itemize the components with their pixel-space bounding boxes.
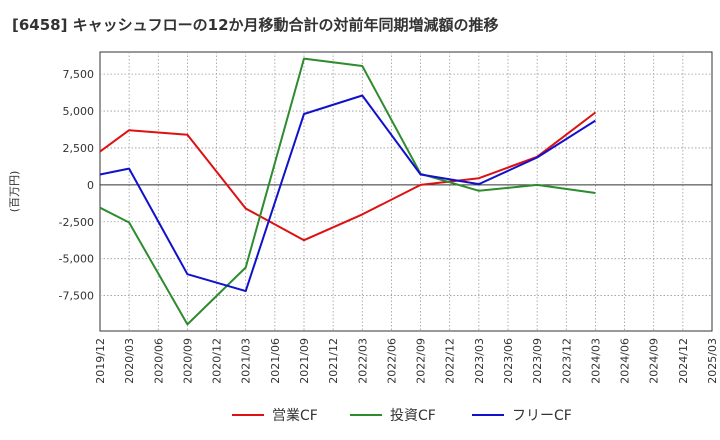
y-tick-label: -5,000 xyxy=(59,253,94,266)
x-tick-label: 2025/03 xyxy=(706,338,719,384)
series-line xyxy=(99,94,596,293)
x-tick-label: 2022/09 xyxy=(415,338,428,384)
x-tick-label: 2022/06 xyxy=(385,338,398,384)
legend: 営業CF 投資CF フリーCF xyxy=(232,408,572,424)
x-tick-label: 2020/03 xyxy=(123,338,136,384)
x-tick-label: 2021/12 xyxy=(327,338,340,384)
series-line xyxy=(99,111,597,242)
x-tick-label: 2020/12 xyxy=(211,338,224,384)
x-tick-label: 2023/12 xyxy=(560,338,573,384)
x-tick-label: 2022/03 xyxy=(356,338,369,384)
series-lines xyxy=(99,57,597,326)
series-line xyxy=(99,57,596,326)
grid xyxy=(100,52,712,331)
x-tick-label: 2023/09 xyxy=(531,338,544,384)
y-tick-label: -7,500 xyxy=(59,290,94,303)
x-tick-label: 2024/03 xyxy=(589,338,602,384)
x-tick-label: 2022/12 xyxy=(444,338,457,384)
x-tick-label: 2019/12 xyxy=(94,338,107,384)
x-tick-label: 2020/06 xyxy=(152,338,165,384)
x-tick-label: 2023/03 xyxy=(473,338,486,384)
x-tick-label: 2023/06 xyxy=(502,338,515,384)
x-tick-label: 2021/06 xyxy=(269,338,282,384)
x-tick-label: 2024/12 xyxy=(677,338,690,384)
y-tick-label: -2,500 xyxy=(59,216,94,229)
legend-label: 営業CF xyxy=(272,408,318,424)
legend-label: 投資CF xyxy=(390,408,436,424)
x-tick-label: 2020/09 xyxy=(181,338,194,384)
x-tick-label: 2024/06 xyxy=(619,338,632,384)
y-axis-ticks: 7,500 5,000 2,500 0 -2,500 -5,000 -7,500 xyxy=(59,68,94,302)
chart-title: [6458] キャッシュフローの12か月移動合計の対前年同期増減額の推移 xyxy=(12,16,499,34)
y-tick-label: 5,000 xyxy=(63,105,95,118)
y-tick-label: 7,500 xyxy=(63,68,95,81)
legend-label: フリーCF xyxy=(512,408,572,424)
x-tick-label: 2021/03 xyxy=(240,338,253,384)
y-tick-label: 2,500 xyxy=(63,142,95,155)
y-tick-label: 0 xyxy=(87,179,94,192)
x-axis-ticks: 2019/12 2020/03 2020/06 2020/09 2020/12 2021/… xyxy=(94,338,719,384)
x-tick-label: 2024/09 xyxy=(648,338,661,384)
x-tick-label: 2021/09 xyxy=(298,338,311,384)
y-axis-label: (百万円) xyxy=(8,171,21,213)
